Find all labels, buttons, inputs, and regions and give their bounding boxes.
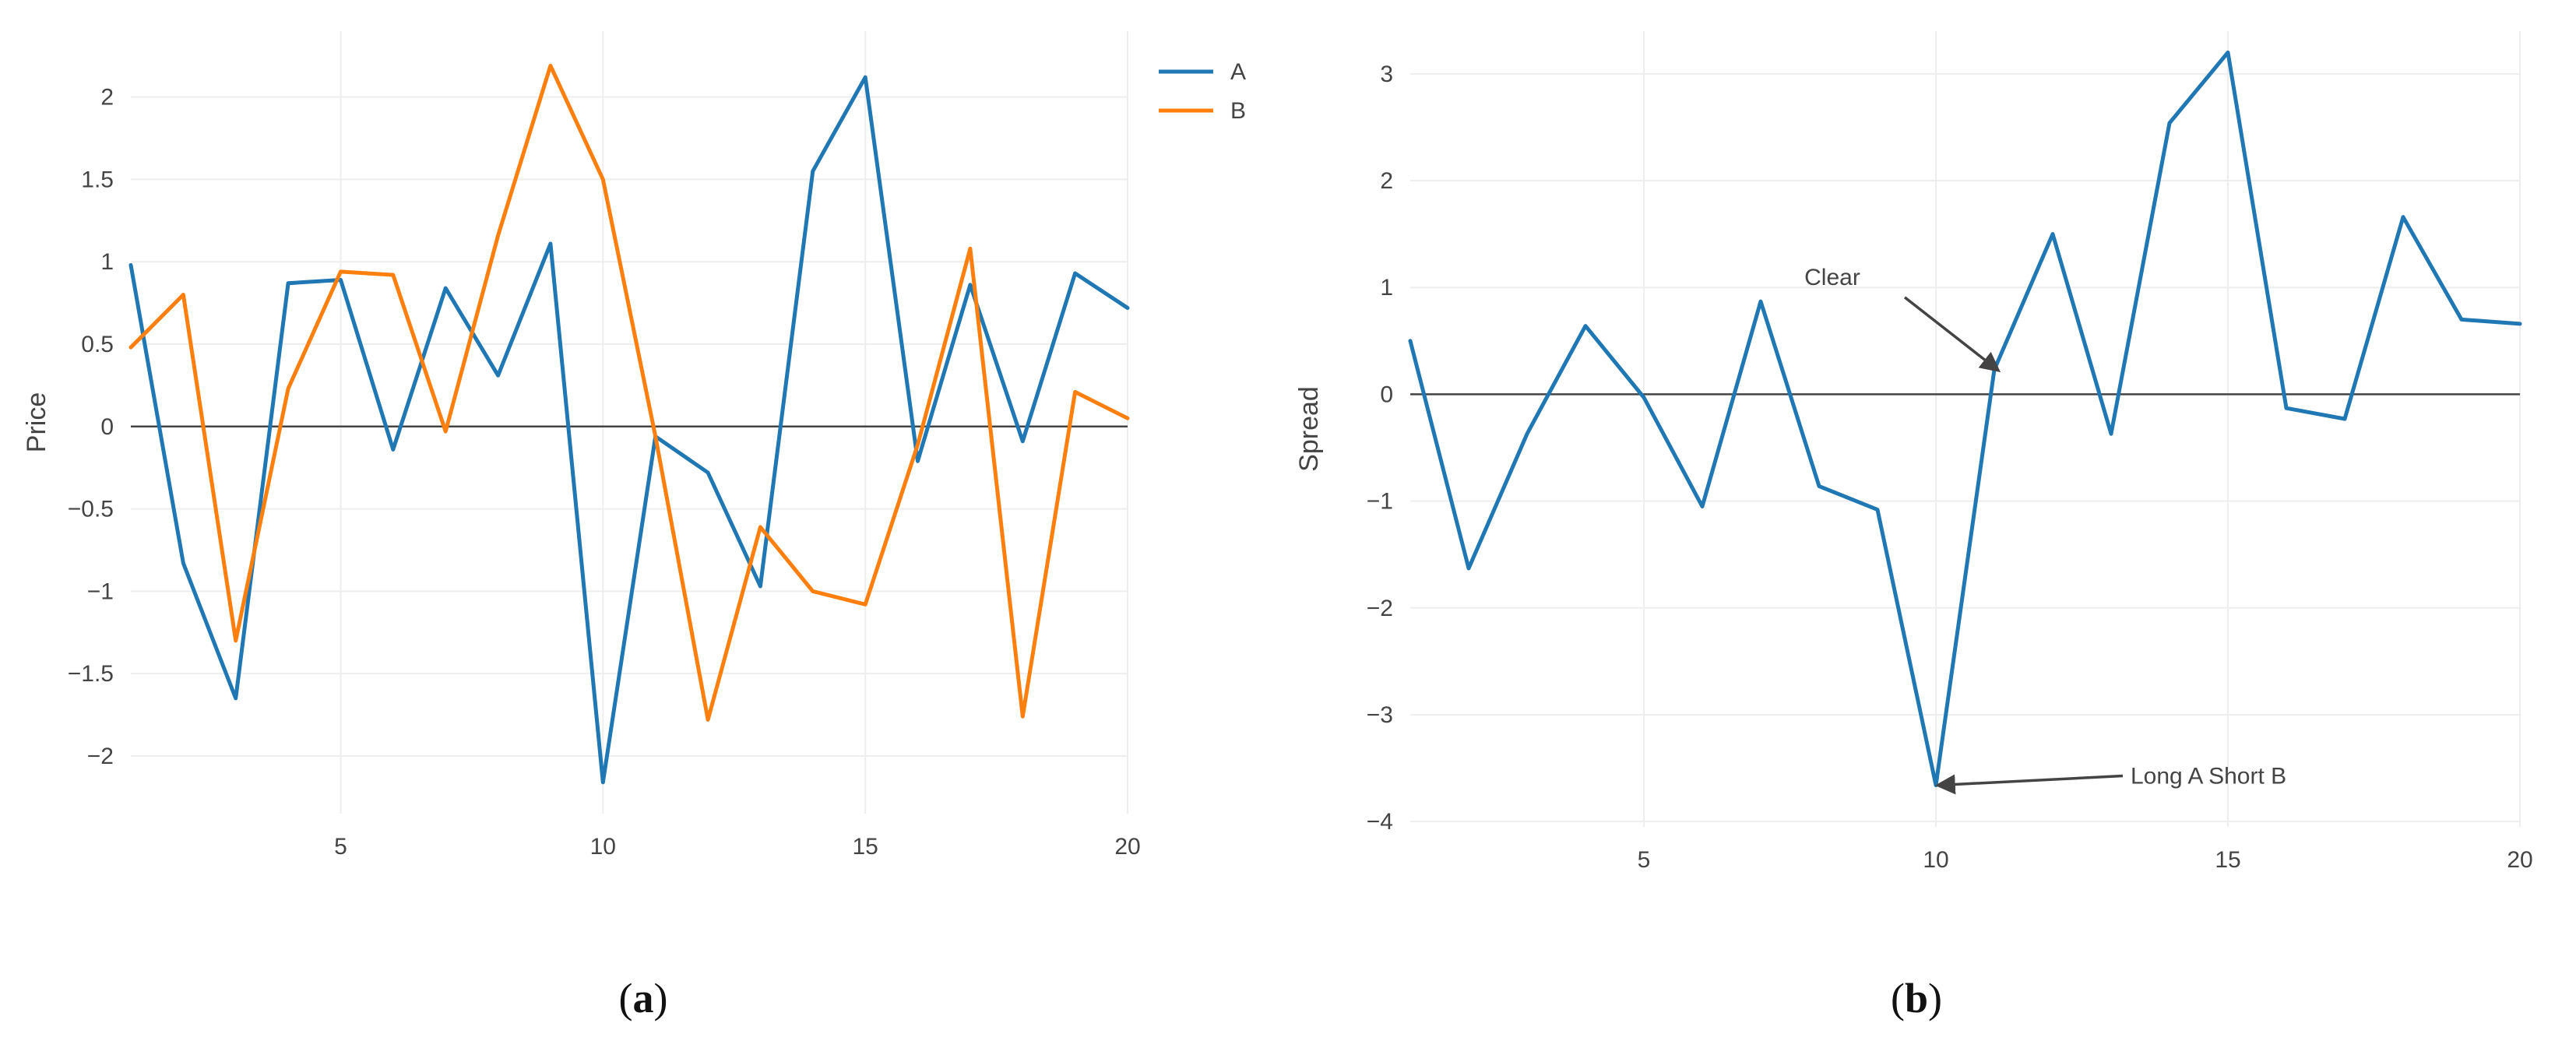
x-tick-label: 15 <box>852 834 878 860</box>
y-tick-label: 0 <box>1380 382 1393 407</box>
y-tick-label: 0 <box>100 414 114 440</box>
annotation-arrow <box>1934 774 2124 795</box>
series-line-spread <box>1408 50 2522 787</box>
chart-panel-a: 2 1.5 1 0.5 0 −0.5 −1 −1.5 −2 5 10 15 20 Price AB (… <box>22 31 1246 1022</box>
x-tick-label: 5 <box>334 834 347 860</box>
y-axis-title-b: Spread <box>1294 386 1324 472</box>
y-tick-label: −0.5 <box>68 497 114 522</box>
y-ticks-b: 3 2 1 0 −1 −2 −3 −4 <box>1367 62 1393 835</box>
y-tick-label: 2 <box>1380 168 1393 194</box>
x-ticks-a: 5 10 15 20 <box>334 834 1141 860</box>
y-ticks-a: 2 1.5 1 0.5 0 −0.5 −1 −1.5 −2 <box>68 85 114 769</box>
y-tick-label: 3 <box>1380 62 1393 87</box>
x-tick-label: 5 <box>1638 847 1651 873</box>
panel-label-a: (a) <box>619 975 668 1022</box>
x-tick-label: 20 <box>1114 834 1140 860</box>
series-a <box>128 63 1130 785</box>
annotation-arrow <box>1903 296 2001 373</box>
x-ticks-b: 5 10 15 20 <box>1638 847 2533 873</box>
y-tick-label: −4 <box>1367 809 1393 835</box>
annotation-label: Clear <box>1804 265 1860 290</box>
y-tick-label: 2 <box>100 85 114 111</box>
grid-b <box>1410 31 2521 827</box>
legend-label-a: A <box>1230 59 1246 85</box>
x-tick-label: 20 <box>2507 847 2532 873</box>
y-tick-label: 1.5 <box>81 167 114 192</box>
legend-label-b: B <box>1230 98 1246 124</box>
y-tick-label: 1 <box>100 249 114 275</box>
y-tick-label: −3 <box>1367 702 1393 728</box>
series-line-b <box>128 63 1130 722</box>
y-tick-label: −2 <box>87 744 114 769</box>
x-tick-label: 10 <box>590 834 616 860</box>
x-tick-label: 15 <box>2215 847 2240 873</box>
y-tick-label: −1.5 <box>68 661 114 687</box>
y-tick-label: 1 <box>1380 275 1393 301</box>
legend-a: AB <box>1159 59 1246 124</box>
y-tick-label: −1 <box>1367 489 1393 515</box>
y-axis-title-a: Price <box>22 392 51 452</box>
series-b <box>1408 50 2522 787</box>
y-tick-label: −1 <box>87 579 114 604</box>
grid-a <box>131 31 1128 814</box>
annotation-label: Long A Short B <box>2131 763 2286 789</box>
panel-label-b: (b) <box>1891 975 1942 1022</box>
series-line-a <box>128 75 1130 785</box>
annotations-b: Clear Long A Short B <box>1804 265 2286 795</box>
x-tick-label: 10 <box>1923 847 1948 873</box>
y-tick-label: −2 <box>1367 596 1393 621</box>
y-tick-label: 0.5 <box>81 332 114 357</box>
